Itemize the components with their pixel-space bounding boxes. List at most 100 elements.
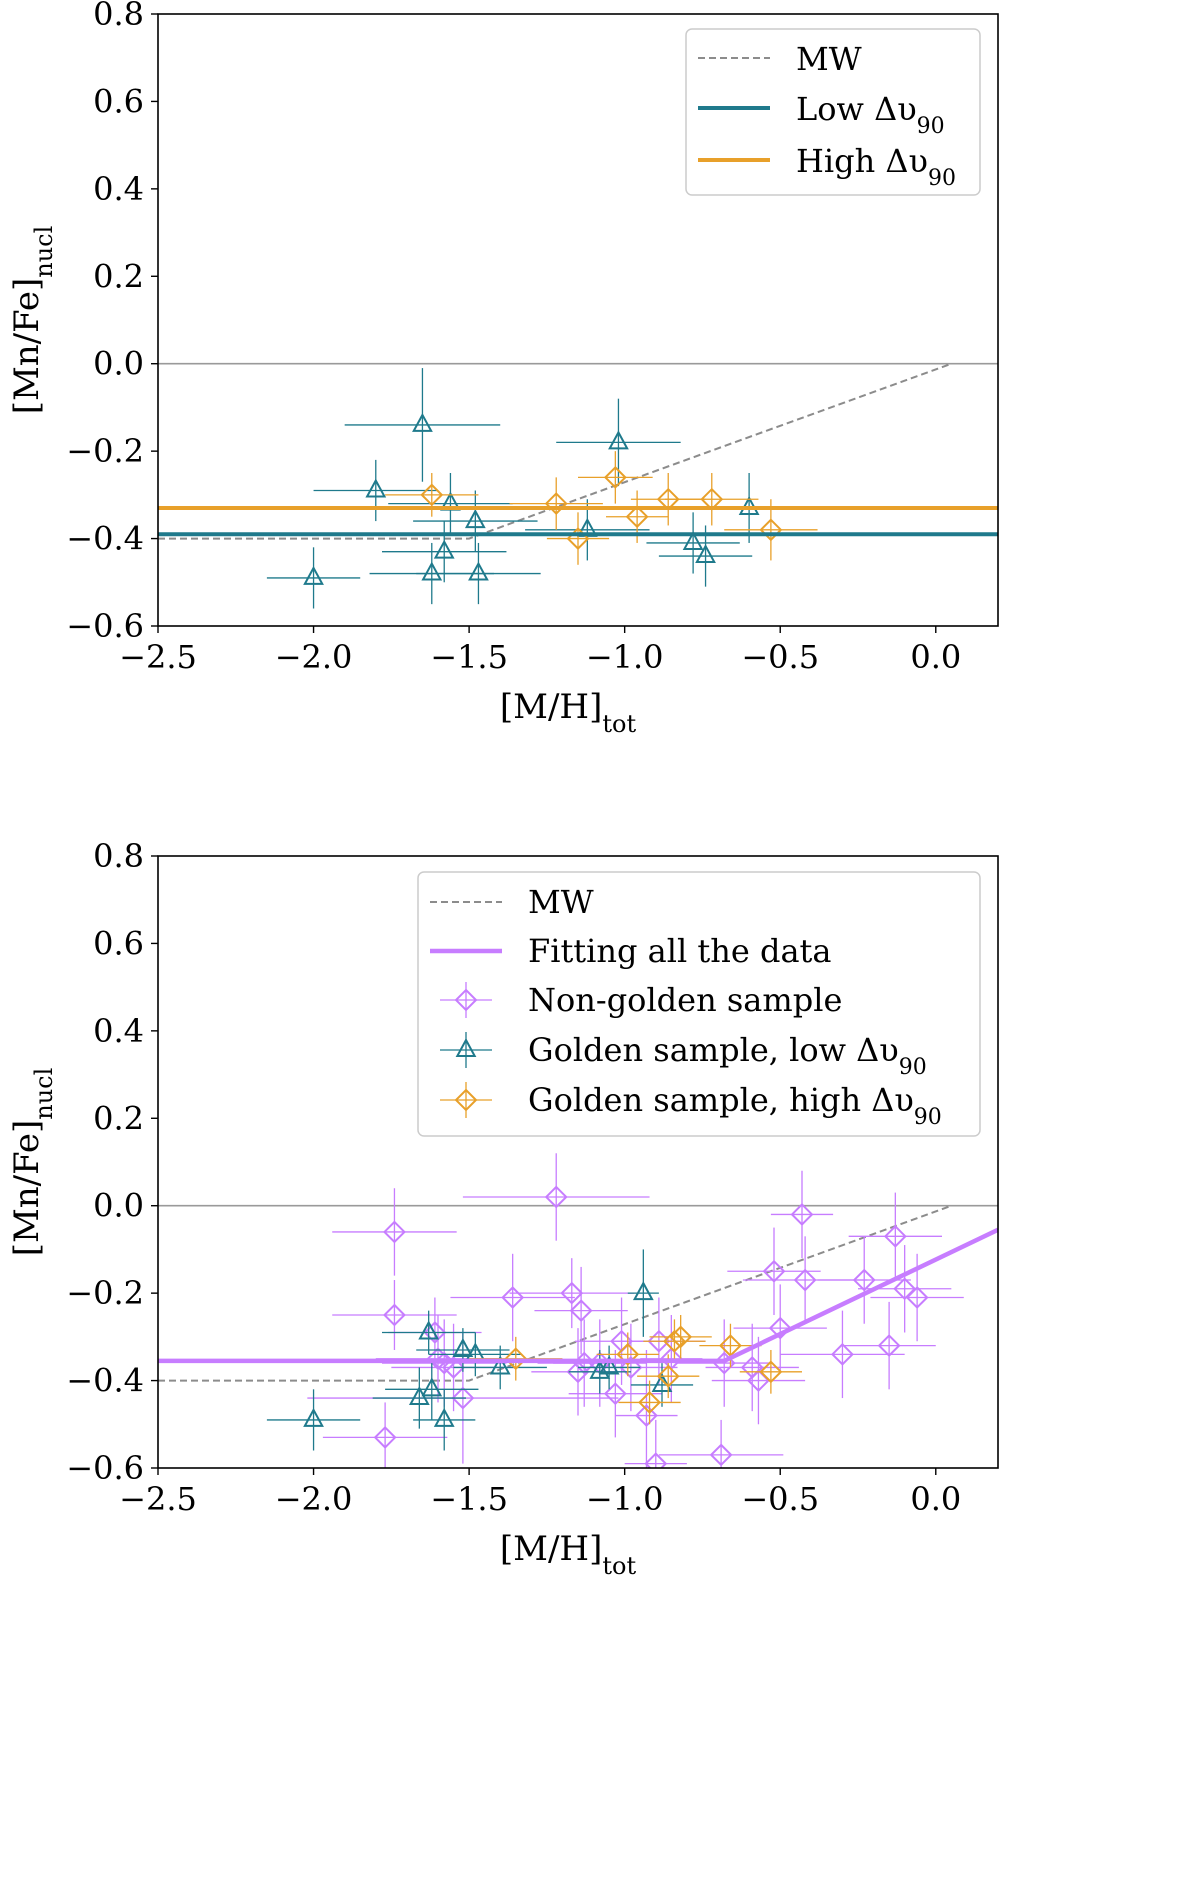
data-point-diamond [603, 465, 627, 489]
legend-label-level-0: Low Δυ90 [796, 90, 945, 139]
data-point-diamond [560, 1281, 584, 1305]
plot-area [158, 1153, 998, 1468]
data-point-diamond [759, 518, 783, 542]
panel-bottom: −2.5 −2.0 −1.5 −1.0 −0.5 0.0 −0.6 −0.4 −0.2 0.0 0.… [7, 837, 999, 1580]
legend-marker-diamond [454, 988, 478, 1012]
data-point-diamond [793, 1268, 817, 1292]
data-point-diamond [790, 1203, 814, 1226]
x-tick-label: −1.5 [430, 638, 508, 676]
legend-label-series-2: Golden sample, high Δυ90 [528, 1081, 942, 1130]
legend-box [685, 28, 981, 196]
x-axis-label-sub: tot [602, 1552, 636, 1580]
data-point-triangle [589, 1359, 611, 1379]
legend-box [417, 871, 981, 1137]
x-tick-label: −2.5 [119, 638, 197, 676]
mw-line [158, 362, 952, 540]
data-point-triangle [468, 561, 489, 581]
data-point-diamond [442, 1356, 465, 1379]
data-point-diamond [420, 483, 444, 507]
data-point-diamond [625, 505, 649, 529]
data-point-triangle [433, 539, 455, 559]
data-point-diamond [544, 1185, 568, 1209]
data-point-diamond [603, 1382, 627, 1406]
legend-label-mw: MW [528, 883, 594, 921]
y-tick-label: 0.8 [93, 837, 144, 875]
data-point-diamond [569, 1299, 593, 1323]
series-high-90 [385, 451, 818, 565]
y-tick-label: −0.2 [66, 1274, 144, 1312]
data-point-triangle [489, 1355, 511, 1375]
y-tick-label: −0.6 [66, 607, 144, 645]
y-axis-label-group: [Mn/Fe]nucl [7, 226, 58, 415]
data-point-diamond [501, 1286, 525, 1309]
data-point-triangle [598, 1355, 620, 1375]
y-tick-label: −0.4 [66, 1362, 144, 1400]
legend-label-main: Golden sample, high Δυ [528, 1081, 914, 1119]
mw-line [158, 1204, 952, 1382]
x-tick-label: −2.5 [119, 1480, 197, 1518]
series-golden-sample-low-90 [266, 1249, 694, 1451]
legend-label-sub: 90 [899, 1055, 927, 1080]
y-tick-label: 0.6 [93, 924, 144, 962]
y-tick-label: −0.2 [66, 432, 144, 470]
data-point-diamond [852, 1268, 876, 1292]
data-point-diamond [373, 1425, 397, 1449]
data-point-diamond [768, 1316, 792, 1340]
x-tick-label: −0.5 [741, 1480, 819, 1518]
data-point-diamond [656, 1364, 680, 1388]
y-axis-label-sub: nucl [30, 1068, 58, 1120]
data-point-diamond [383, 1303, 406, 1327]
x-axis-label-sub: tot [602, 710, 636, 738]
data-point-diamond [883, 1224, 907, 1248]
data-point-diamond [451, 1386, 475, 1410]
data-point-diamond [877, 1334, 901, 1358]
y-tick-label: 0.6 [93, 82, 144, 120]
y-tick-label: 0.2 [93, 257, 144, 295]
y-tick-label: 0.0 [93, 1187, 144, 1225]
x-axis-label-main: [M/H] [500, 1529, 602, 1569]
legend-label-level-1-sub: 90 [928, 166, 956, 191]
data-point-diamond [647, 1329, 671, 1353]
data-point-diamond [383, 1220, 406, 1244]
legend-label-main: Golden sample, low Δυ [528, 1031, 899, 1069]
data-point-diamond [709, 1443, 733, 1467]
y-tick-label: 0.4 [93, 1012, 144, 1050]
legend-label-level-1-main: High Δυ [796, 142, 928, 180]
y-axis-label: [Mn/Fe]nucl [7, 226, 58, 415]
data-point-triangle [433, 1407, 455, 1427]
legend: MW Fitting all the data Non-golden sample G… [417, 871, 981, 1137]
legend-label-main: Non-golden sample [528, 981, 842, 1019]
y-tick-label: 0.8 [93, 0, 144, 33]
data-point-diamond [638, 1391, 661, 1414]
data-point-diamond [644, 1452, 668, 1468]
data-point-triangle [464, 508, 486, 529]
y-axis-label-main: [Mn/Fe] [7, 278, 47, 415]
x-tick-label: −2.0 [275, 638, 353, 676]
data-point-triangle [365, 478, 387, 498]
y-axis-label-main: [Mn/Fe] [7, 1120, 47, 1257]
data-point-diamond [669, 1325, 693, 1349]
data-point-diamond [619, 1356, 643, 1379]
x-tick-label: −2.0 [275, 1480, 353, 1518]
y-tick-label: −0.6 [66, 1449, 144, 1487]
legend-label-mw: MW [796, 40, 862, 78]
axes-frame [157, 855, 999, 1469]
y-tick-label: −0.4 [66, 520, 144, 558]
data-point-triangle [632, 1281, 654, 1301]
x-tick-label: −1.5 [430, 1480, 508, 1518]
data-point-triangle [608, 430, 629, 450]
x-tick-label: −1.0 [586, 638, 664, 676]
data-point-diamond [544, 492, 568, 516]
panel-top: −2.5 −2.0 −1.5 −1.0 −0.5 0.0 −0.6 −0.4 −0.2 0.0 0.… [7, 0, 999, 738]
data-point-triangle [452, 1337, 474, 1357]
data-point-triangle [303, 1407, 324, 1427]
data-point-triangle [421, 1377, 443, 1397]
legend-label-fit: Fitting all the data [528, 932, 831, 970]
data-point-diamond [893, 1277, 917, 1301]
legend-label-level-0-sub: 90 [917, 114, 945, 139]
x-axis-label: [M/H]tot [500, 1529, 637, 1580]
data-point-diamond [905, 1286, 929, 1309]
y-axis-label-group: [Mn/Fe]nucl [7, 1068, 58, 1257]
x-tick-label: 0.0 [910, 1480, 961, 1518]
